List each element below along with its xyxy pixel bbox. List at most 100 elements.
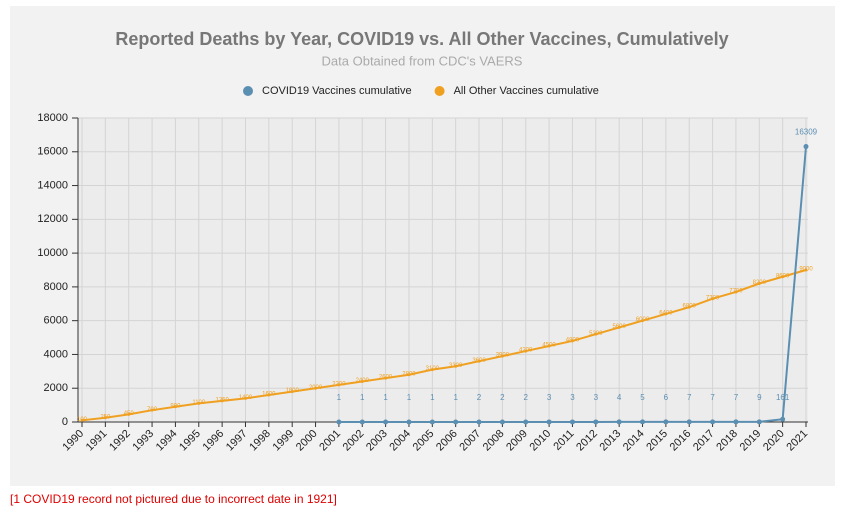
point — [314, 386, 318, 390]
data-label: 450 — [124, 411, 135, 417]
data-label: 7 — [710, 393, 715, 402]
point — [383, 419, 389, 425]
data-label: 1 — [337, 393, 342, 402]
data-label: 7 — [734, 393, 739, 402]
data-label: 3600 — [472, 358, 486, 364]
point — [804, 268, 808, 272]
point — [337, 383, 341, 387]
data-label: 1 — [407, 393, 412, 402]
point — [569, 419, 575, 425]
point — [127, 412, 131, 416]
data-label: 250 — [100, 414, 111, 420]
data-label: 900 — [170, 403, 181, 409]
y-tick-label: 8000 — [44, 281, 68, 293]
data-label: 161 — [776, 393, 790, 402]
data-label: 6800 — [683, 304, 697, 310]
point — [407, 373, 411, 377]
data-label: 700 — [147, 407, 158, 413]
chart-title: Reported Deaths by Year, COVID19 vs. All… — [115, 29, 728, 49]
data-label: 1100 — [192, 400, 206, 406]
point — [781, 275, 785, 279]
data-label: 8200 — [753, 280, 767, 286]
data-label: 1 — [453, 393, 458, 402]
data-label: 3 — [547, 393, 552, 402]
point — [756, 419, 762, 425]
data-label: 1 — [430, 393, 435, 402]
data-label: 5200 — [589, 331, 603, 337]
y-tick-label: 0 — [62, 416, 68, 428]
data-label: 2800 — [402, 371, 416, 377]
data-label: 2600 — [379, 375, 393, 381]
point — [594, 332, 598, 336]
data-label: 2 — [524, 393, 529, 402]
point — [336, 419, 342, 425]
data-label: 5600 — [612, 324, 626, 330]
y-tick-label: 14000 — [37, 179, 68, 191]
data-label: 2 — [500, 393, 505, 402]
point — [499, 419, 505, 425]
data-label: 1600 — [262, 392, 276, 398]
point — [710, 419, 716, 425]
point — [616, 419, 622, 425]
data-label: 9 — [757, 393, 762, 402]
data-label: 2200 — [332, 381, 346, 387]
point — [430, 368, 434, 372]
plot-area — [78, 118, 808, 422]
data-label: 2000 — [309, 385, 323, 391]
data-label: 3300 — [449, 363, 463, 369]
point — [570, 339, 574, 343]
point — [150, 408, 154, 412]
point — [641, 319, 645, 323]
point — [197, 401, 201, 405]
point — [103, 416, 107, 420]
point — [243, 396, 247, 400]
footnote: [1 COVID19 record not pictured due to in… — [10, 492, 337, 506]
data-label: 2 — [477, 393, 482, 402]
point — [476, 419, 482, 425]
point — [429, 419, 435, 425]
data-label: 4500 — [542, 343, 556, 349]
data-label: 1800 — [286, 388, 300, 394]
data-label: 100 — [77, 417, 88, 423]
point — [524, 349, 528, 353]
point — [384, 376, 388, 380]
legend-marker — [434, 86, 445, 96]
data-label: 5 — [640, 393, 645, 402]
point — [593, 419, 599, 425]
data-label: 4 — [617, 393, 622, 402]
data-label: 7300 — [706, 295, 720, 301]
data-label: 1 — [360, 393, 365, 402]
data-label: 16309 — [795, 128, 818, 137]
point — [406, 419, 412, 425]
point — [711, 297, 715, 301]
point — [454, 364, 458, 368]
data-label: 9000 — [799, 267, 813, 273]
point — [803, 144, 809, 150]
y-tick-label: 16000 — [37, 146, 68, 158]
data-label: 3 — [594, 393, 599, 402]
point — [173, 405, 177, 409]
data-label: 3 — [570, 393, 575, 402]
point — [220, 399, 224, 403]
point — [500, 354, 504, 358]
point — [640, 419, 646, 425]
data-label: 1400 — [239, 395, 253, 401]
data-label: 3100 — [426, 366, 440, 372]
data-label: 1250 — [215, 397, 229, 403]
point — [546, 419, 552, 425]
legend-label: All Other Vaccines cumulative — [454, 85, 599, 97]
point — [757, 282, 761, 286]
data-label: 7700 — [729, 289, 743, 295]
point — [733, 419, 739, 425]
data-label: 4200 — [519, 348, 533, 354]
point — [360, 379, 364, 383]
point — [267, 393, 271, 397]
legend-marker — [243, 86, 253, 96]
data-label: 2400 — [356, 378, 370, 384]
y-tick-label: 4000 — [44, 348, 68, 360]
legend-label: COVID19 Vaccines cumulative — [262, 85, 412, 97]
y-tick-label: 10000 — [37, 247, 68, 259]
y-tick-label: 18000 — [37, 112, 68, 124]
point — [290, 390, 294, 394]
